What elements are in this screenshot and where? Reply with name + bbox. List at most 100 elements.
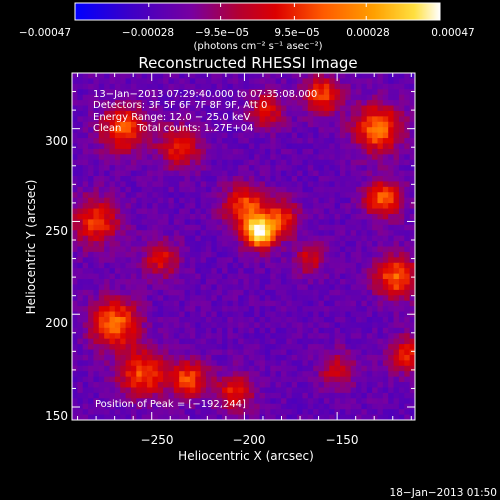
heatmap-cell — [125, 300, 132, 307]
heatmap-cell — [297, 316, 304, 323]
heatmap-cell — [189, 241, 196, 248]
heatmap-cell — [130, 208, 137, 215]
heatmap-cell — [88, 165, 95, 172]
heatmap-cell — [152, 181, 159, 188]
heatmap-cell — [104, 224, 111, 231]
heatmap-cell — [157, 73, 164, 80]
heatmap-cell — [270, 208, 277, 215]
heatmap-cell — [329, 349, 336, 356]
heatmap-cell — [184, 398, 191, 405]
heatmap-cell — [388, 105, 395, 112]
heatmap-cell — [382, 289, 389, 296]
heatmap-cell — [195, 224, 202, 231]
heatmap-cell — [141, 89, 148, 96]
heatmap-cell — [372, 360, 379, 367]
heatmap-cell — [195, 197, 202, 204]
heatmap-cell — [339, 322, 346, 329]
heatmap-cell — [259, 279, 266, 286]
heatmap-cell — [82, 100, 89, 107]
heatmap-cell — [307, 132, 314, 139]
heatmap-cell — [377, 409, 384, 416]
heatmap-cell — [195, 403, 202, 410]
heatmap-cell — [184, 224, 191, 231]
heatmap-cell — [141, 365, 148, 372]
heatmap-cell — [179, 192, 186, 199]
heatmap-cell — [323, 257, 330, 264]
heatmap-cell — [404, 327, 411, 334]
heatmap-cell — [147, 306, 153, 313]
heatmap-cell — [77, 365, 84, 372]
heatmap-cell — [120, 376, 127, 383]
heatmap-cell — [248, 203, 255, 210]
heatmap-cell — [382, 360, 389, 367]
heatmap-cell — [82, 203, 89, 210]
heatmap-cell — [238, 181, 245, 188]
heatmap-cell — [356, 192, 363, 199]
heatmap-cell — [350, 100, 357, 107]
heatmap-cell — [72, 349, 78, 356]
heatmap-cell — [152, 154, 159, 161]
heatmap-cell — [147, 279, 153, 286]
heatmap-cell — [189, 316, 196, 323]
heatmap-cell — [329, 273, 336, 280]
heatmap-cell — [259, 105, 266, 112]
heatmap-cell — [152, 186, 159, 193]
heatmap-cell — [259, 159, 266, 166]
heatmap-cell — [72, 306, 78, 313]
heatmap-cell — [339, 78, 346, 85]
heatmap-cell — [361, 230, 368, 237]
heatmap-cell — [297, 132, 304, 139]
heatmap-cell — [339, 289, 346, 296]
heatmap-cell — [238, 235, 245, 242]
heatmap-cell — [93, 181, 100, 188]
heatmap-cell — [109, 295, 116, 302]
heatmap-cell — [216, 398, 223, 405]
heatmap-cell — [216, 295, 223, 302]
heatmap-cell — [114, 333, 121, 340]
heatmap-cell — [388, 224, 395, 231]
heatmap-cell — [286, 349, 293, 356]
heatmap-cell — [248, 143, 255, 150]
heatmap-cell — [377, 121, 384, 128]
heatmap-cell — [184, 78, 191, 85]
heatmap-cell — [163, 213, 170, 220]
heatmap-cell — [259, 192, 266, 199]
heatmap-cell — [318, 105, 325, 112]
heatmap-cell — [382, 110, 389, 117]
heatmap-cell — [104, 230, 111, 237]
heatmap-cell — [179, 208, 186, 215]
heatmap-cell — [216, 268, 223, 275]
heatmap-cell — [377, 316, 384, 323]
heatmap-cell — [205, 165, 212, 172]
heatmap-cell — [184, 349, 191, 356]
heatmap-cell — [222, 371, 229, 378]
heatmap-cell — [114, 414, 121, 420]
heatmap-cell — [388, 382, 395, 389]
heatmap-cell — [238, 208, 245, 215]
heatmap-cell — [232, 354, 239, 361]
heatmap-cell — [297, 78, 304, 85]
heatmap-cell — [104, 186, 111, 193]
heatmap-cell — [291, 327, 298, 334]
heatmap-cell — [98, 349, 105, 356]
heatmap-cell — [356, 295, 363, 302]
heatmap-cell — [211, 176, 218, 183]
heatmap-cell — [356, 371, 363, 378]
heatmap-cell — [238, 176, 245, 183]
heatmap-cell — [205, 403, 212, 410]
heatmap-cell — [275, 273, 282, 280]
heatmap-cell — [286, 365, 293, 372]
heatmap-cell — [318, 327, 325, 334]
heatmap-cell — [334, 360, 341, 367]
heatmap-cell — [286, 154, 293, 161]
heatmap-cell — [77, 246, 84, 253]
heatmap-cell — [270, 78, 277, 85]
heatmap-cell — [109, 279, 116, 286]
heatmap-cell — [366, 138, 373, 145]
heatmap-cell — [147, 138, 153, 145]
heatmap-cell — [152, 241, 159, 248]
heatmap-cell — [238, 230, 245, 237]
heatmap-cell — [404, 279, 411, 286]
heatmap-cell — [211, 311, 218, 318]
heatmap-cell — [243, 159, 250, 166]
